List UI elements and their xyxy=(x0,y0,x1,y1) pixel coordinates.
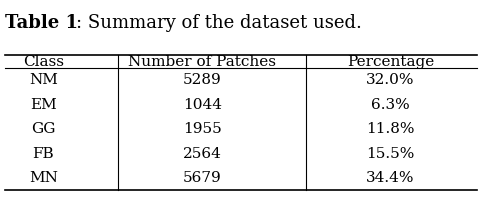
Text: Number of Patches: Number of Patches xyxy=(128,55,277,69)
Text: Percentage: Percentage xyxy=(347,55,434,69)
Text: 5289: 5289 xyxy=(183,73,222,88)
Text: 15.5%: 15.5% xyxy=(366,147,415,161)
Text: 32.0%: 32.0% xyxy=(366,73,415,88)
Text: : Summary of the dataset used.: : Summary of the dataset used. xyxy=(76,14,362,32)
Text: 34.4%: 34.4% xyxy=(366,171,415,185)
Text: FB: FB xyxy=(33,147,54,161)
Text: GG: GG xyxy=(31,122,55,136)
Text: NM: NM xyxy=(29,73,58,88)
Text: 11.8%: 11.8% xyxy=(366,122,415,136)
Text: 1955: 1955 xyxy=(183,122,222,136)
Text: Table 1: Table 1 xyxy=(5,14,78,32)
Text: Class: Class xyxy=(23,55,64,69)
Text: 6.3%: 6.3% xyxy=(371,98,410,112)
Text: MN: MN xyxy=(29,171,58,185)
Text: EM: EM xyxy=(30,98,57,112)
Text: 2564: 2564 xyxy=(183,147,222,161)
Text: 5679: 5679 xyxy=(183,171,222,185)
Text: 1044: 1044 xyxy=(183,98,222,112)
